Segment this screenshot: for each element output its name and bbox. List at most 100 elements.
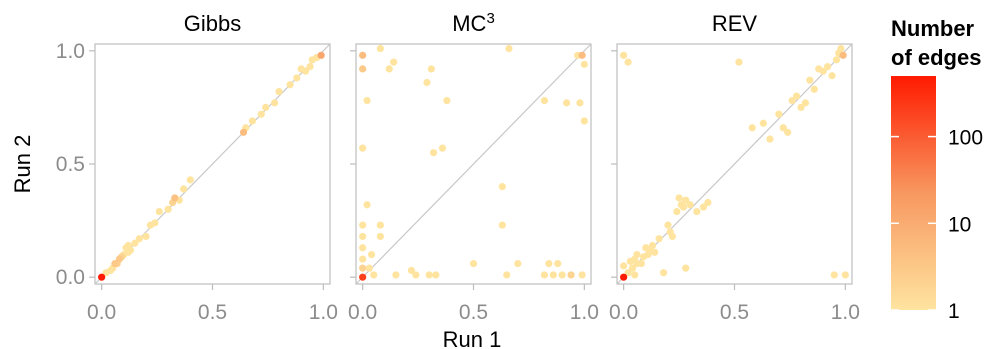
data-point — [686, 201, 694, 209]
data-point — [135, 235, 143, 243]
panel-title: MC3 — [452, 10, 495, 37]
data-point — [503, 271, 511, 279]
data-point — [115, 255, 123, 263]
data-point — [469, 260, 478, 268]
data-point — [806, 76, 814, 84]
data-point — [359, 273, 367, 281]
data-point — [432, 271, 440, 279]
data-point — [390, 58, 398, 66]
data-point — [540, 271, 549, 279]
data-point — [392, 271, 400, 279]
diagonal-reference-line — [355, 43, 592, 285]
data-point — [563, 99, 571, 107]
data-point — [412, 271, 420, 279]
data-point — [286, 81, 294, 89]
data-point — [427, 65, 435, 73]
y-tick-label: 0.5 — [56, 153, 85, 176]
data-point — [443, 97, 451, 105]
data-point — [788, 97, 796, 105]
diagonal-reference-line — [616, 43, 853, 285]
data-point — [830, 271, 838, 279]
data-point — [376, 232, 384, 241]
data-point — [385, 65, 393, 73]
data-point — [659, 269, 668, 277]
data-point — [359, 244, 367, 252]
data-point — [302, 67, 310, 75]
data-point — [359, 51, 367, 59]
data-point — [633, 250, 641, 259]
data-point — [248, 117, 257, 125]
data-point — [359, 144, 367, 152]
x-axis-title: Run 1 — [443, 327, 502, 349]
data-point — [151, 219, 159, 227]
data-point — [828, 72, 836, 80]
data-point — [578, 51, 586, 59]
data-point — [775, 110, 783, 118]
x-tick-label: 1.0 — [309, 301, 338, 324]
data-point — [648, 241, 657, 250]
data-point — [819, 67, 827, 75]
legend: Number of edges 1 10 100 — [891, 16, 983, 323]
panels: Gibbs 0.0 0.5 1.0 0.0 0.5 1.0 MC3 0.0 0.5 1.0 REV 0.… — [56, 10, 860, 325]
data-point — [637, 260, 645, 268]
data-point — [262, 103, 270, 111]
panel-title: Gibbs — [184, 11, 241, 36]
data-point — [363, 201, 371, 209]
data-point — [554, 260, 562, 268]
data-point — [655, 235, 663, 243]
data-point — [275, 87, 283, 96]
panel-title: REV — [712, 11, 758, 36]
x-tick-label: 0.0 — [87, 301, 116, 324]
data-point — [545, 260, 553, 268]
data-point — [363, 97, 371, 105]
panel-gibbs: Gibbs 0.0 0.5 1.0 0.0 0.5 1.0 — [56, 11, 338, 324]
data-point — [359, 232, 367, 241]
data-point — [682, 196, 690, 204]
data-point — [164, 205, 172, 213]
data-point — [367, 250, 376, 259]
data-point — [438, 144, 447, 152]
data-point — [126, 246, 135, 254]
data-point — [423, 78, 431, 87]
data-point — [620, 273, 628, 281]
data-point — [832, 56, 841, 64]
data-point — [498, 183, 506, 191]
x-tick-label: 0.5 — [720, 301, 749, 324]
data-point — [580, 60, 588, 68]
data-point — [239, 128, 248, 136]
data-point — [365, 264, 373, 272]
data-point — [748, 124, 756, 132]
data-point — [155, 207, 163, 216]
data-point — [624, 58, 632, 66]
data-point — [425, 271, 433, 279]
data-point — [766, 135, 774, 143]
data-point — [376, 221, 384, 229]
x-tick-label: 0.5 — [198, 301, 227, 324]
legend-ticks: 1 10 100 — [891, 127, 983, 323]
data-point — [576, 99, 584, 107]
panel-title-superscript: 3 — [486, 10, 494, 27]
data-point — [370, 271, 378, 279]
x-tick-label: 0.0 — [609, 301, 638, 324]
data-point — [837, 44, 845, 53]
data-point — [668, 232, 677, 241]
data-point — [673, 207, 681, 216]
x-tick-label: 0.5 — [459, 301, 488, 324]
data-point — [142, 232, 150, 241]
data-point — [186, 176, 194, 184]
data-point — [514, 260, 522, 268]
data-point — [180, 185, 188, 193]
data-point — [841, 271, 849, 279]
data-point — [540, 97, 549, 105]
y-axis-title: Run 2 — [10, 135, 35, 194]
panel-mc: MC3 0.0 0.5 1.0 — [348, 10, 599, 325]
data-point — [735, 58, 743, 66]
data-point — [797, 103, 805, 111]
data-point — [810, 85, 818, 93]
data-point — [498, 221, 506, 229]
legend-title-line1: Number — [891, 16, 975, 41]
data-point — [359, 255, 367, 263]
legend-colorbar — [891, 76, 936, 310]
data-point — [679, 203, 688, 211]
